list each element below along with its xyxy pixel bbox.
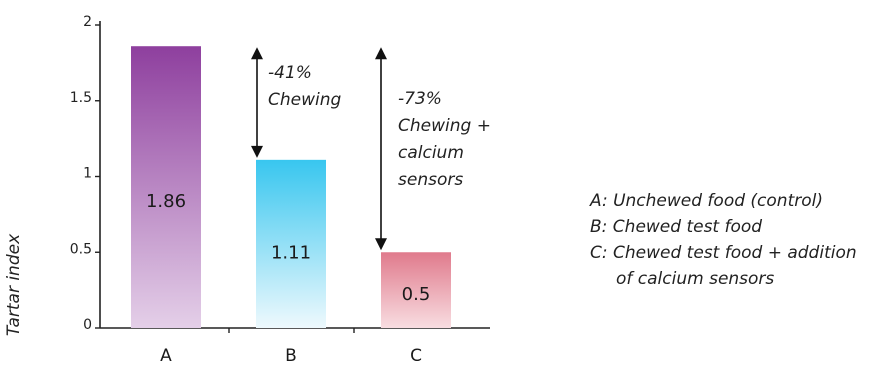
arrow-chewing-calcium-head-down <box>375 238 387 251</box>
x-tick-label: B <box>285 346 297 366</box>
bar-value-label: 1.11 <box>271 242 311 263</box>
y-tick-label: 0.5 <box>70 241 92 257</box>
x-tick-label: C <box>410 346 422 366</box>
arrow-chewing-head-down <box>251 145 263 158</box>
bar-value-label: 1.86 <box>146 191 186 212</box>
y-axis-label-box: Tartar index <box>2 225 26 345</box>
x-tick-label: A <box>160 346 172 366</box>
bar-value-label: 0.5 <box>402 284 431 305</box>
bar-b <box>256 159 326 328</box>
y-tick-label: 0 <box>83 317 92 333</box>
legend: A: Unchewed food (control) B: Chewed tes… <box>590 188 857 292</box>
bar-c <box>381 252 451 328</box>
legend-item-c-continued: of calcium sensors <box>616 269 775 289</box>
y-tick-label: 2 <box>83 14 92 30</box>
annotation-chewing: -41% Chewing <box>268 60 341 114</box>
annotation-chewing-line: -41% <box>268 63 312 83</box>
y-tick-label: 1 <box>83 166 92 182</box>
bar-a <box>131 46 201 329</box>
annotation-calcium-line: calcium <box>398 143 464 163</box>
annotation-chewing-calcium: -73% Chewing + calcium sensors <box>398 86 491 194</box>
annotation-calcium-line: -73% <box>398 89 442 109</box>
y-tick-label: 1.5 <box>70 90 92 106</box>
legend-item-b: B: Chewed test food <box>590 217 763 237</box>
y-axis-label: Tartar index <box>4 233 24 337</box>
arrow-chewing-calcium-head-up <box>375 47 387 60</box>
annotation-chewing-line: Chewing <box>268 90 342 110</box>
annotation-calcium-line: Chewing + <box>398 116 491 136</box>
legend-item-a: A: Unchewed food (control) <box>590 191 823 211</box>
annotation-calcium-line: sensors <box>398 170 464 190</box>
legend-item-c: C: Chewed test food + addition <box>590 243 857 263</box>
arrow-chewing-head-up <box>251 47 263 60</box>
